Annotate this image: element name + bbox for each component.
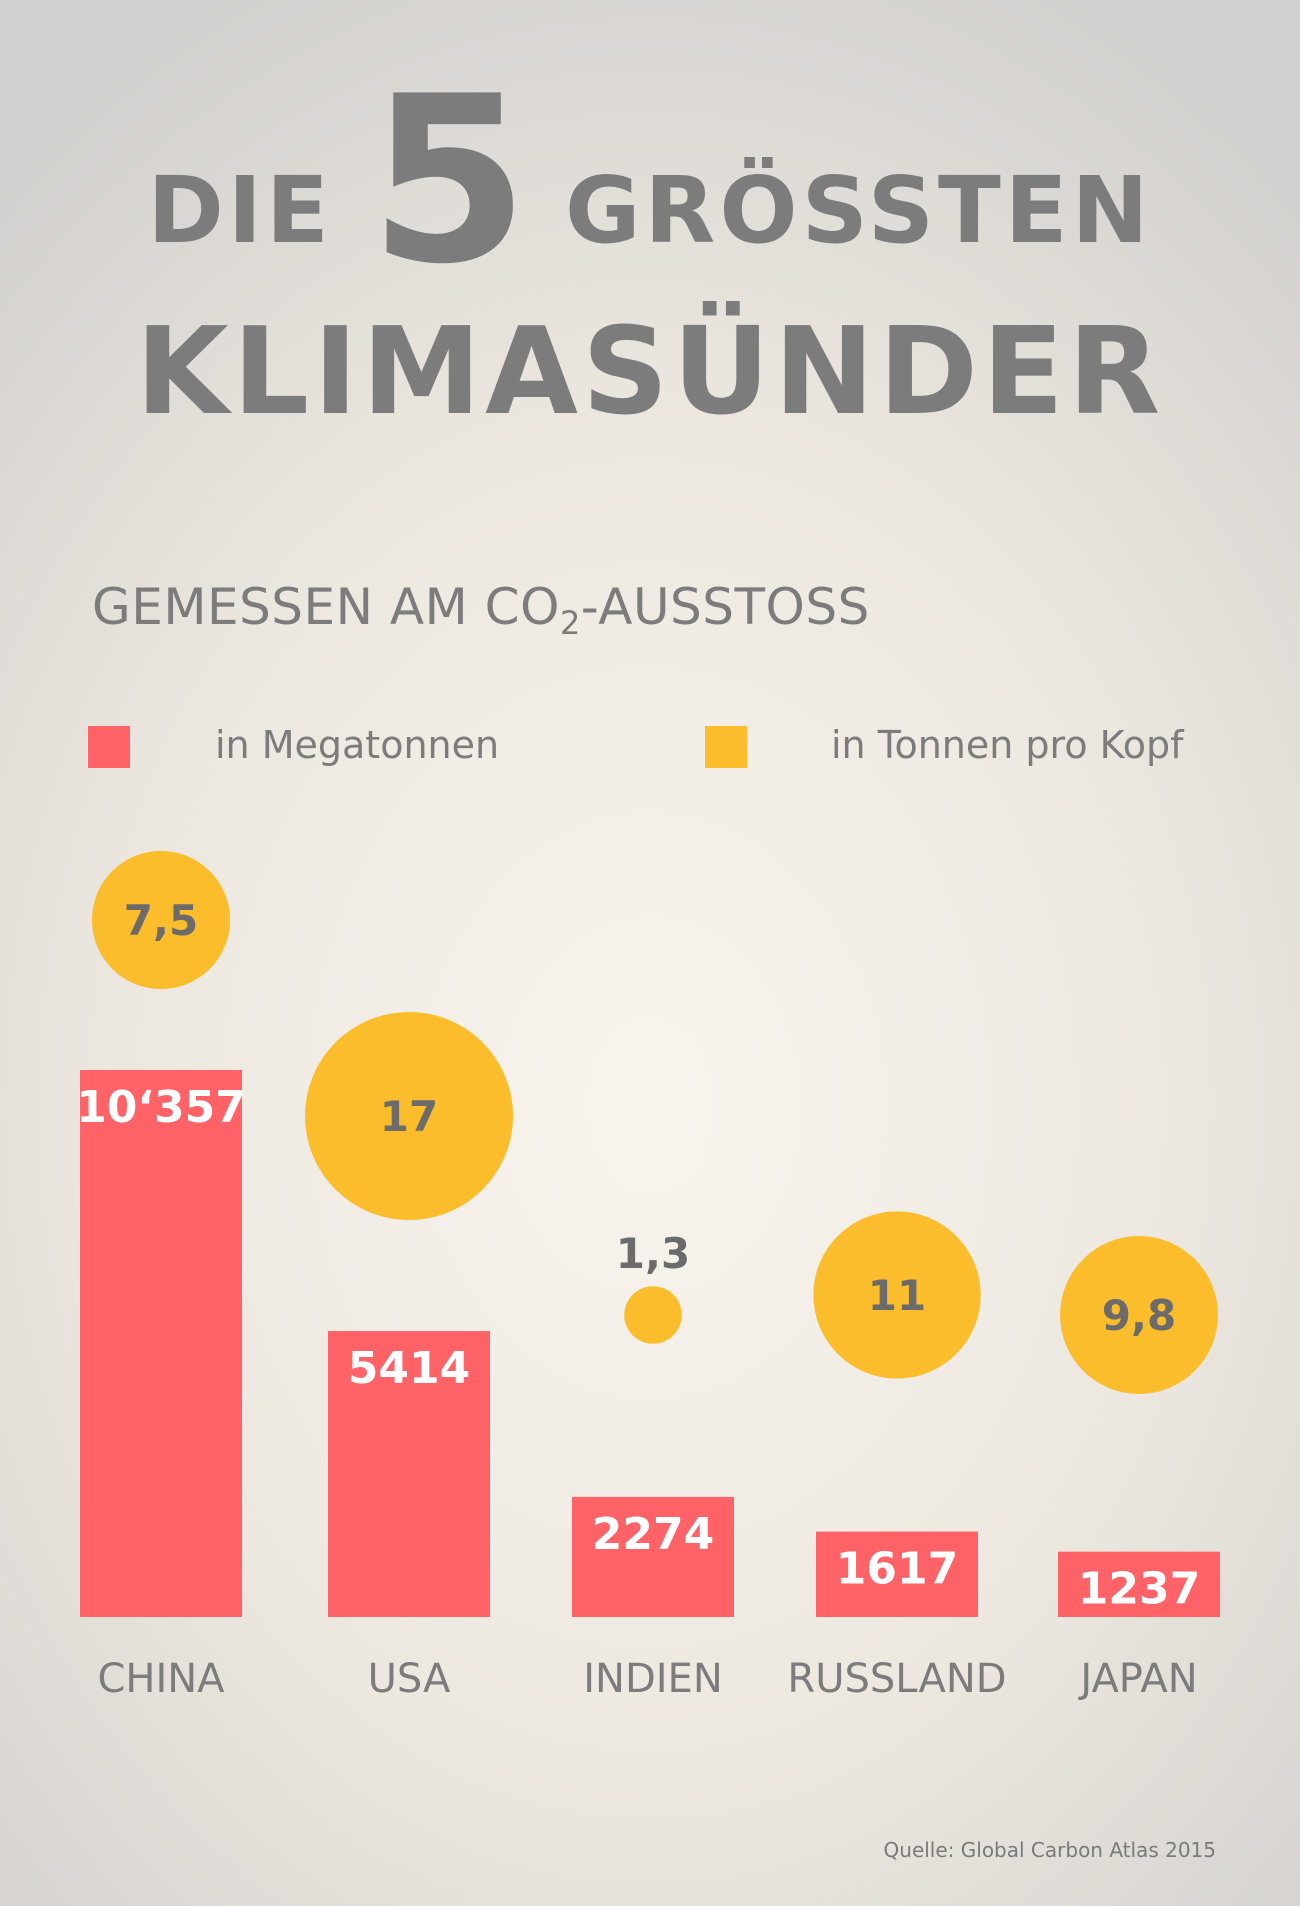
subtitle-subscript: 2 (559, 604, 581, 642)
bar-label-indien: 2274 (592, 1509, 714, 1560)
bar-label-japan: 1237 (1078, 1564, 1200, 1615)
title-prefix: DIE (147, 157, 333, 264)
subtitle: GEMESSEN AM CO2-AUSSTOSS (92, 578, 870, 642)
bar-japan (1058, 1551, 1220, 1617)
bubble-label-china: 7,5 (124, 896, 198, 945)
subtitle-after: -AUSSTOSS (580, 578, 870, 636)
bar-label-usa: 5414 (348, 1343, 470, 1394)
category-label-russland: RUSSLAND (787, 1656, 1006, 1702)
subtitle-before: GEMESSEN AM CO (92, 578, 560, 636)
category-label-usa: USA (368, 1656, 451, 1702)
title-suffix: GRÖSSTEN (565, 157, 1153, 264)
legend-swatch-megatonnen (88, 726, 130, 768)
bubble-label-indien: 1,3 (616, 1229, 690, 1278)
bubble-usa (305, 1012, 513, 1220)
title-line-1: DIE 5 GRÖSSTEN (0, 52, 1300, 312)
bubble-label-japan: 9,8 (1102, 1291, 1176, 1340)
category-label-china: CHINA (97, 1656, 225, 1702)
bar-label-russland: 1617 (836, 1544, 958, 1595)
category-label-indien: INDIEN (583, 1656, 723, 1702)
bar-russland (816, 1531, 978, 1617)
bubble-label-russland: 11 (868, 1271, 926, 1320)
bubble-china (91, 850, 231, 990)
bubble-japan (1060, 1236, 1218, 1394)
title-line-2: KLIMASÜNDER (135, 303, 1165, 442)
bar-china (80, 1070, 242, 1617)
legend-swatch-pro-kopf (705, 726, 747, 768)
title-number: 5 (368, 48, 529, 315)
bubble-indien (624, 1286, 682, 1344)
bubble-label-usa: 17 (380, 1092, 438, 1141)
legend-label-pro-kopf: in Tonnen pro Kopf (831, 723, 1184, 767)
legend-label-megatonnen: in Megatonnen (215, 723, 500, 767)
bar-label-china: 10‘357 (76, 1082, 246, 1133)
bar-indien (572, 1496, 734, 1617)
category-label-japan: JAPAN (1077, 1656, 1197, 1702)
bar-usa (328, 1331, 490, 1617)
source-note: Quelle: Global Carbon Atlas 2015 (883, 1838, 1216, 1862)
bubble-russland (813, 1211, 981, 1379)
